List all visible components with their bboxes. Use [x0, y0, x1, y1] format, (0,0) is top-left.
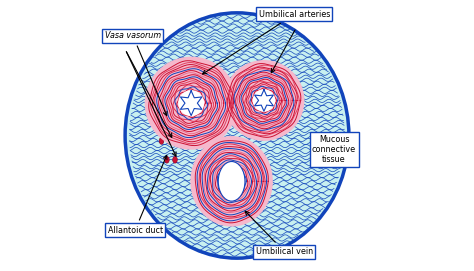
Ellipse shape	[162, 119, 166, 125]
Ellipse shape	[164, 156, 169, 163]
Text: Mucous
connective
tissue: Mucous connective tissue	[312, 135, 356, 164]
Text: Umbilical vein: Umbilical vein	[245, 211, 313, 256]
Ellipse shape	[191, 136, 273, 227]
Ellipse shape	[178, 119, 182, 125]
Ellipse shape	[181, 100, 185, 107]
Polygon shape	[255, 90, 273, 111]
Ellipse shape	[164, 100, 169, 107]
Polygon shape	[227, 64, 301, 137]
Polygon shape	[149, 61, 234, 146]
Text: Umbilical arteries: Umbilical arteries	[202, 10, 330, 74]
Ellipse shape	[125, 13, 349, 258]
Ellipse shape	[178, 90, 204, 116]
Ellipse shape	[167, 137, 172, 144]
Ellipse shape	[170, 119, 174, 125]
Ellipse shape	[175, 137, 180, 144]
Ellipse shape	[173, 156, 177, 163]
Ellipse shape	[173, 100, 177, 107]
Text: Vasa vasorum: Vasa vasorum	[105, 31, 167, 116]
Text: Allantoic duct: Allantoic duct	[108, 155, 167, 235]
Ellipse shape	[145, 57, 237, 150]
Polygon shape	[181, 91, 202, 115]
Ellipse shape	[159, 137, 164, 144]
Polygon shape	[195, 141, 268, 223]
Ellipse shape	[253, 89, 275, 112]
Ellipse shape	[218, 162, 245, 201]
Ellipse shape	[224, 60, 304, 141]
